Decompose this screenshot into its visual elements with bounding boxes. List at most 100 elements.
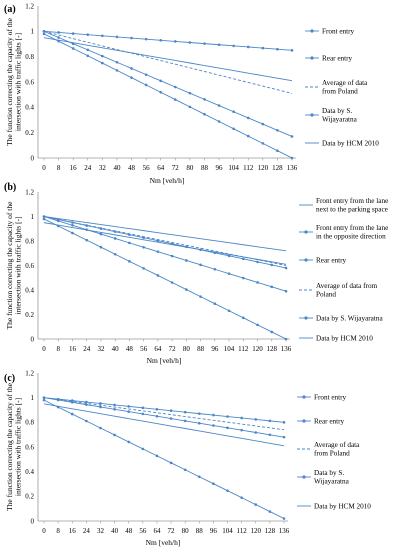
y-axis-label: The function correcting the capacity of … (5, 382, 23, 511)
data-point (212, 482, 215, 486)
data-point (197, 475, 201, 479)
data-point (256, 323, 259, 327)
data-point (199, 263, 202, 267)
data-point (42, 398, 46, 402)
x-tick-label: 80 (186, 164, 194, 172)
series-4: Data by S. Wijayaratna (42, 32, 358, 160)
chart-panel-2: (b) 0 0.2 0.4 0.6 0.8 1 1.2 0 8 16 24 32 40 48 56 64 72 80… (4, 182, 388, 365)
data-point (199, 295, 202, 298)
data-point (86, 54, 90, 58)
x-axis-label: Nm [veh/h] (150, 176, 185, 185)
data-point (113, 237, 117, 240)
data-point (261, 122, 265, 126)
data-point (254, 503, 258, 506)
x-tick-label: 24 (83, 345, 91, 353)
data-point (270, 285, 274, 289)
data-point (241, 257, 245, 261)
data-point (71, 231, 74, 235)
panel-label: (b) (4, 182, 16, 193)
x-tick-label: 128 (267, 345, 278, 353)
data-point (173, 98, 177, 101)
data-point (144, 73, 148, 76)
series-2: Rear entry (42, 30, 353, 138)
x-tick-label: 16 (69, 345, 77, 353)
x-tick-label: 112 (243, 164, 254, 172)
data-point (217, 120, 221, 123)
data-point (113, 403, 116, 407)
legend-marker (304, 316, 308, 320)
y-tick-label: 0.4 (25, 286, 34, 294)
y-tick-label: 0.2 (25, 493, 34, 501)
data-point (183, 468, 187, 472)
series-1: Front entry (42, 27, 355, 52)
data-point (101, 34, 104, 38)
data-point (217, 104, 221, 107)
data-point (246, 45, 250, 49)
data-point (290, 135, 294, 138)
x-tick-label: 24 (83, 527, 91, 535)
panel-label: (c) (4, 373, 15, 384)
legend-marker (310, 56, 314, 60)
x-tick-label: 16 (70, 164, 78, 172)
data-point (227, 309, 231, 313)
x-tick-label: 48 (126, 345, 134, 353)
x-tick-label: 104 (224, 345, 235, 353)
x-tick-label: 40 (112, 345, 120, 353)
data-point (57, 36, 60, 39)
data-point (183, 419, 187, 423)
legend-entry: Average of data from Poland (314, 441, 360, 457)
x-tick-label: 136 (279, 527, 290, 535)
series-5: Data by S. Wijayaratna (42, 217, 383, 341)
series-1: Front entry (42, 393, 347, 424)
data-point (42, 217, 46, 221)
data-point (185, 259, 188, 262)
data-point (42, 32, 46, 36)
data-point (71, 32, 75, 35)
series-3: Rear entry (42, 215, 347, 293)
y-tick-label: 0.2 (25, 129, 34, 137)
legend-entry: Data by HCM 2010 (316, 334, 373, 342)
data-point (128, 241, 131, 245)
legend-entry: Data by S. Wijayaratna (322, 107, 358, 123)
x-tick-label: 24 (84, 164, 92, 172)
x-tick-label: 80 (183, 345, 191, 353)
data-point (173, 85, 177, 89)
data-point (188, 91, 192, 95)
y-tick-label: 0.8 (25, 237, 34, 245)
data-point (203, 98, 206, 101)
y-tick-label: 1.2 (25, 369, 34, 377)
data-point (254, 418, 258, 421)
legend-entry: Data by S. Wijayaratna (314, 469, 350, 485)
data-point (185, 288, 188, 291)
x-tick-label: 136 (287, 164, 298, 172)
data-point (127, 440, 131, 444)
data-point (268, 510, 272, 513)
legend-entry: Rear entry (316, 256, 347, 264)
data-point (270, 330, 274, 334)
panel-label: (a) (4, 4, 16, 15)
data-point (86, 33, 90, 36)
data-point (127, 405, 131, 408)
series-1: Front entry from the lane next to the par… (43, 197, 388, 252)
series-line (43, 30, 293, 51)
data-point (56, 398, 60, 402)
data-point (212, 413, 215, 417)
data-point (241, 276, 245, 280)
data-point (85, 419, 88, 423)
x-tick-label: 80 (182, 527, 190, 535)
data-point (290, 156, 294, 160)
legend-marker (302, 419, 306, 423)
x-tick-label: 104 (228, 164, 239, 172)
y-tick-label: 0.2 (25, 311, 34, 319)
x-tick-label: 8 (56, 527, 60, 535)
series-5: Data by HCM 2010 (43, 403, 371, 510)
data-point (188, 105, 192, 109)
y-tick-label: 0 (31, 154, 35, 162)
data-point (169, 409, 173, 413)
x-tick-label: 96 (211, 345, 219, 353)
x-tick-label: 72 (168, 527, 176, 535)
y-tick-label: 1.2 (25, 2, 34, 10)
series-6: Data by HCM 2010 (43, 222, 373, 342)
series-line (43, 397, 285, 423)
